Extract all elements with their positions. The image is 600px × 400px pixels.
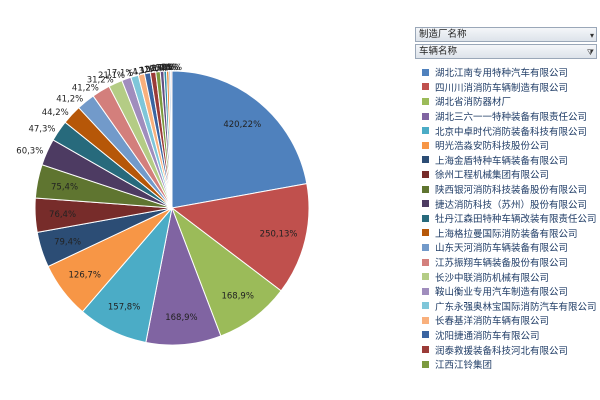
legend-label: 湖北省消防器材厂 bbox=[435, 97, 512, 109]
legend-label: 牡丹江森田特种车辆改装有限责任公司 bbox=[435, 214, 597, 226]
slice-data-label: 250,13% bbox=[260, 230, 298, 240]
legend-item[interactable]: 广东永强奥林宝国际消防汽车有限公司 bbox=[415, 299, 597, 314]
legend-item[interactable]: 山东天河消防车辆装备有限公司 bbox=[415, 240, 597, 255]
legend-label: 长沙中联消防机械有限公司 bbox=[435, 272, 550, 284]
legend-swatch bbox=[422, 83, 429, 91]
legend-label: 捷达消防科技（苏州）股份有限公司 bbox=[435, 199, 588, 211]
slice-data-label: 157,8% bbox=[108, 303, 140, 313]
legend-swatch bbox=[422, 141, 429, 149]
legend-swatch bbox=[422, 302, 429, 310]
legend-swatch bbox=[422, 346, 429, 354]
legend-label: 山东天河消防车辆装备有限公司 bbox=[435, 243, 569, 255]
slice-data-label: 76,4% bbox=[49, 210, 76, 220]
legend-item[interactable]: 上海格拉曼国际消防装备有限公司 bbox=[415, 226, 597, 241]
slice-data-label: 126,7% bbox=[69, 270, 101, 280]
legend-item[interactable]: 湖北三六一一特种装备有限责任公司 bbox=[415, 109, 597, 124]
slice-data-label: 168,9% bbox=[165, 313, 197, 323]
legend-item[interactable]: 陕西银河消防科技装备股份有限公司 bbox=[415, 182, 597, 197]
legend-swatch bbox=[422, 200, 429, 208]
legend-label: 润泰救援装备科技河北有限公司 bbox=[435, 345, 569, 357]
slice-data-label: 17,1% bbox=[106, 68, 133, 78]
slice-data-label: 47,3% bbox=[28, 125, 55, 135]
legend-item[interactable]: 江苏振翔车辆装备股份有限公司 bbox=[415, 255, 597, 270]
slice-data-label: 21,1% bbox=[98, 71, 125, 81]
legend-label: 长春基洋消防车辆有限公司 bbox=[435, 316, 550, 328]
slice-data-label: 420,22% bbox=[223, 120, 261, 130]
pie-slice[interactable] bbox=[170, 70, 173, 209]
legend-label: 湖北三六一一特种装备有限责任公司 bbox=[435, 112, 588, 124]
vehicle-field-label: 车辆名称 bbox=[419, 46, 458, 57]
legend: 湖北江南专用特种汽车有限公司 四川川消消防车辆制造有限公司 湖北省消防器材厂湖北三六… bbox=[415, 65, 597, 371]
legend-label: 沈阳捷通消防车有限公司 bbox=[435, 330, 540, 342]
slice-data-label: 44,2% bbox=[42, 108, 69, 118]
legend-swatch bbox=[422, 287, 429, 295]
slice-data-label: 5,0% bbox=[157, 63, 179, 74]
slice-data-label: 75,4% bbox=[51, 183, 78, 193]
legend-swatch bbox=[422, 97, 429, 105]
legend-swatch bbox=[422, 258, 429, 266]
legend-swatch bbox=[422, 156, 429, 164]
legend-swatch bbox=[422, 331, 429, 339]
slice-data-label: 41,2% bbox=[72, 83, 99, 93]
legend-swatch bbox=[422, 316, 429, 324]
legend-item[interactable]: 润泰救援装备科技河北有限公司 bbox=[415, 342, 597, 357]
slice-data-label: 6,0% bbox=[154, 63, 176, 74]
legend-label: 陕西银河消防科技装备股份有限公司 bbox=[435, 185, 588, 197]
legend-item[interactable]: 徐州工程机械集团有限公司 bbox=[415, 167, 597, 182]
pie-chart: 420,22% 250,13% 168,9% 168,9% 157,8% 126,7% 79… bbox=[16, 62, 310, 346]
legend-item[interactable]: 四川川消消防车辆制造有限公司 bbox=[415, 80, 597, 95]
slice-data-label: 168,9% bbox=[221, 292, 253, 302]
legend-label: 江苏振翔车辆装备股份有限公司 bbox=[435, 258, 569, 270]
legend-label: 徐州工程机械集团有限公司 bbox=[435, 170, 550, 182]
legend-label: 江西江铃集团 bbox=[435, 360, 493, 372]
legend-label: 湖北江南专用特种汽车有限公司 bbox=[435, 68, 569, 80]
pie-slice[interactable] bbox=[171, 70, 308, 209]
legend-label: 上海金盾特种车辆装备有限公司 bbox=[435, 155, 569, 167]
legend-label: 鞍山衡业专用汽车制造有限公司 bbox=[435, 287, 569, 299]
legend-swatch bbox=[422, 214, 429, 222]
manufacturer-field-label: 制造厂名称 bbox=[419, 29, 467, 40]
legend-item[interactable]: 长沙中联消防机械有限公司 bbox=[415, 269, 597, 284]
legend-item[interactable]: 捷达消防科技（苏州）股份有限公司 bbox=[415, 196, 597, 211]
pivot-field-panel: 制造厂名称 ▾ 车辆名称 ⧩ 湖北江南专用特种汽车有限公司 四川川消消防车辆制造有… bbox=[415, 27, 597, 371]
legend-item[interactable]: 鞍山衡业专用汽车制造有限公司 bbox=[415, 284, 597, 299]
legend-label: 广东永强奥林宝国际消防汽车有限公司 bbox=[435, 301, 597, 313]
legend-item[interactable]: 湖北江南专用特种汽车有限公司 bbox=[415, 65, 597, 80]
slice-data-label: 60,3% bbox=[16, 146, 43, 156]
legend-swatch bbox=[422, 112, 429, 120]
legend-item[interactable]: 北京中卓时代消防装备科技有限公司 bbox=[415, 123, 597, 138]
legend-item[interactable]: 牡丹江森田特种车辆改装有限责任公司 bbox=[415, 211, 597, 226]
legend-item[interactable]: 上海金盾特种车辆装备有限公司 bbox=[415, 153, 597, 168]
filter-icon[interactable]: ⧩ bbox=[586, 48, 594, 57]
legend-swatch bbox=[422, 170, 429, 178]
legend-swatch bbox=[422, 273, 429, 281]
manufacturer-field-button[interactable]: 制造厂名称 ▾ bbox=[415, 27, 597, 42]
legend-swatch bbox=[422, 127, 429, 135]
slice-data-label: 31,2% bbox=[87, 76, 114, 86]
legend-label: 明光浩淼安防科技股份公司 bbox=[435, 141, 550, 153]
legend-item[interactable]: 沈阳捷通消防车有限公司 bbox=[415, 328, 597, 343]
slice-data-label: 79,4% bbox=[54, 237, 81, 247]
legend-label: 上海格拉曼国际消防装备有限公司 bbox=[435, 228, 578, 240]
legend-item[interactable]: 明光浩淼安防科技股份公司 bbox=[415, 138, 597, 153]
legend-item[interactable]: 长春基洋消防车辆有限公司 bbox=[415, 313, 597, 328]
slice-data-label: 4,0% bbox=[159, 63, 181, 73]
legend-swatch bbox=[422, 185, 429, 193]
slice-data-label: 8,0% bbox=[151, 63, 173, 75]
legend-label: 北京中卓时代消防装备科技有限公司 bbox=[435, 126, 588, 138]
pie-slice[interactable] bbox=[170, 183, 310, 292]
legend-swatch bbox=[422, 243, 429, 251]
legend-item[interactable]: 江西江铃集团 bbox=[415, 357, 597, 372]
legend-label: 四川川消消防车辆制造有限公司 bbox=[435, 82, 569, 94]
slice-data-label: 41,2% bbox=[56, 94, 83, 104]
vehicle-field-button[interactable]: 车辆名称 ⧩ bbox=[415, 44, 597, 59]
legend-swatch bbox=[422, 229, 429, 237]
legend-swatch bbox=[422, 68, 429, 76]
legend-item[interactable]: 湖北省消防器材厂 bbox=[415, 94, 597, 109]
chevron-down-icon[interactable]: ▾ bbox=[589, 31, 594, 40]
slice-data-label: 3,0% bbox=[160, 63, 182, 73]
legend-swatch bbox=[422, 360, 429, 368]
